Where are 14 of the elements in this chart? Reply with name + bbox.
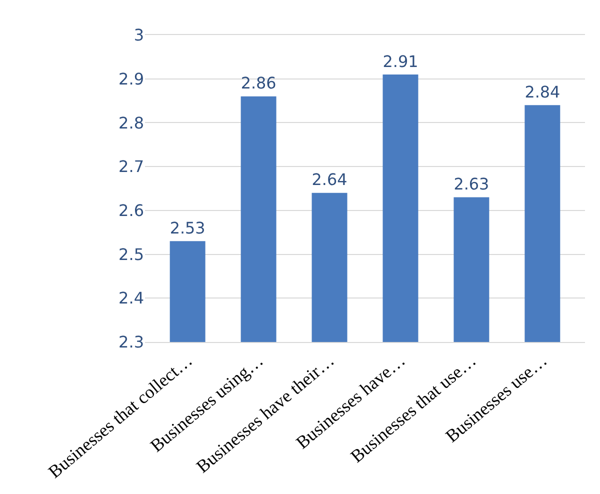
- y-tick-label: 2.7: [118, 157, 144, 176]
- y-tick-label: 2.3: [118, 332, 144, 352]
- data-label: 2.84: [524, 82, 560, 102]
- data-label: 2.63: [454, 174, 490, 194]
- y-tick-label: 2.9: [118, 69, 144, 88]
- y-tick-label: 3: [134, 26, 144, 45]
- y-tick-label: 2.5: [118, 244, 144, 264]
- data-label: 2.64: [312, 170, 348, 190]
- data-label: 2.53: [170, 218, 206, 238]
- data-label: 2.91: [382, 52, 418, 71]
- data-label: 2.86: [240, 74, 276, 93]
- y-tick-label: 2.4: [118, 288, 144, 308]
- y-tick-label: 2.8: [118, 113, 144, 132]
- y-tick-label: 2.6: [118, 201, 144, 220]
